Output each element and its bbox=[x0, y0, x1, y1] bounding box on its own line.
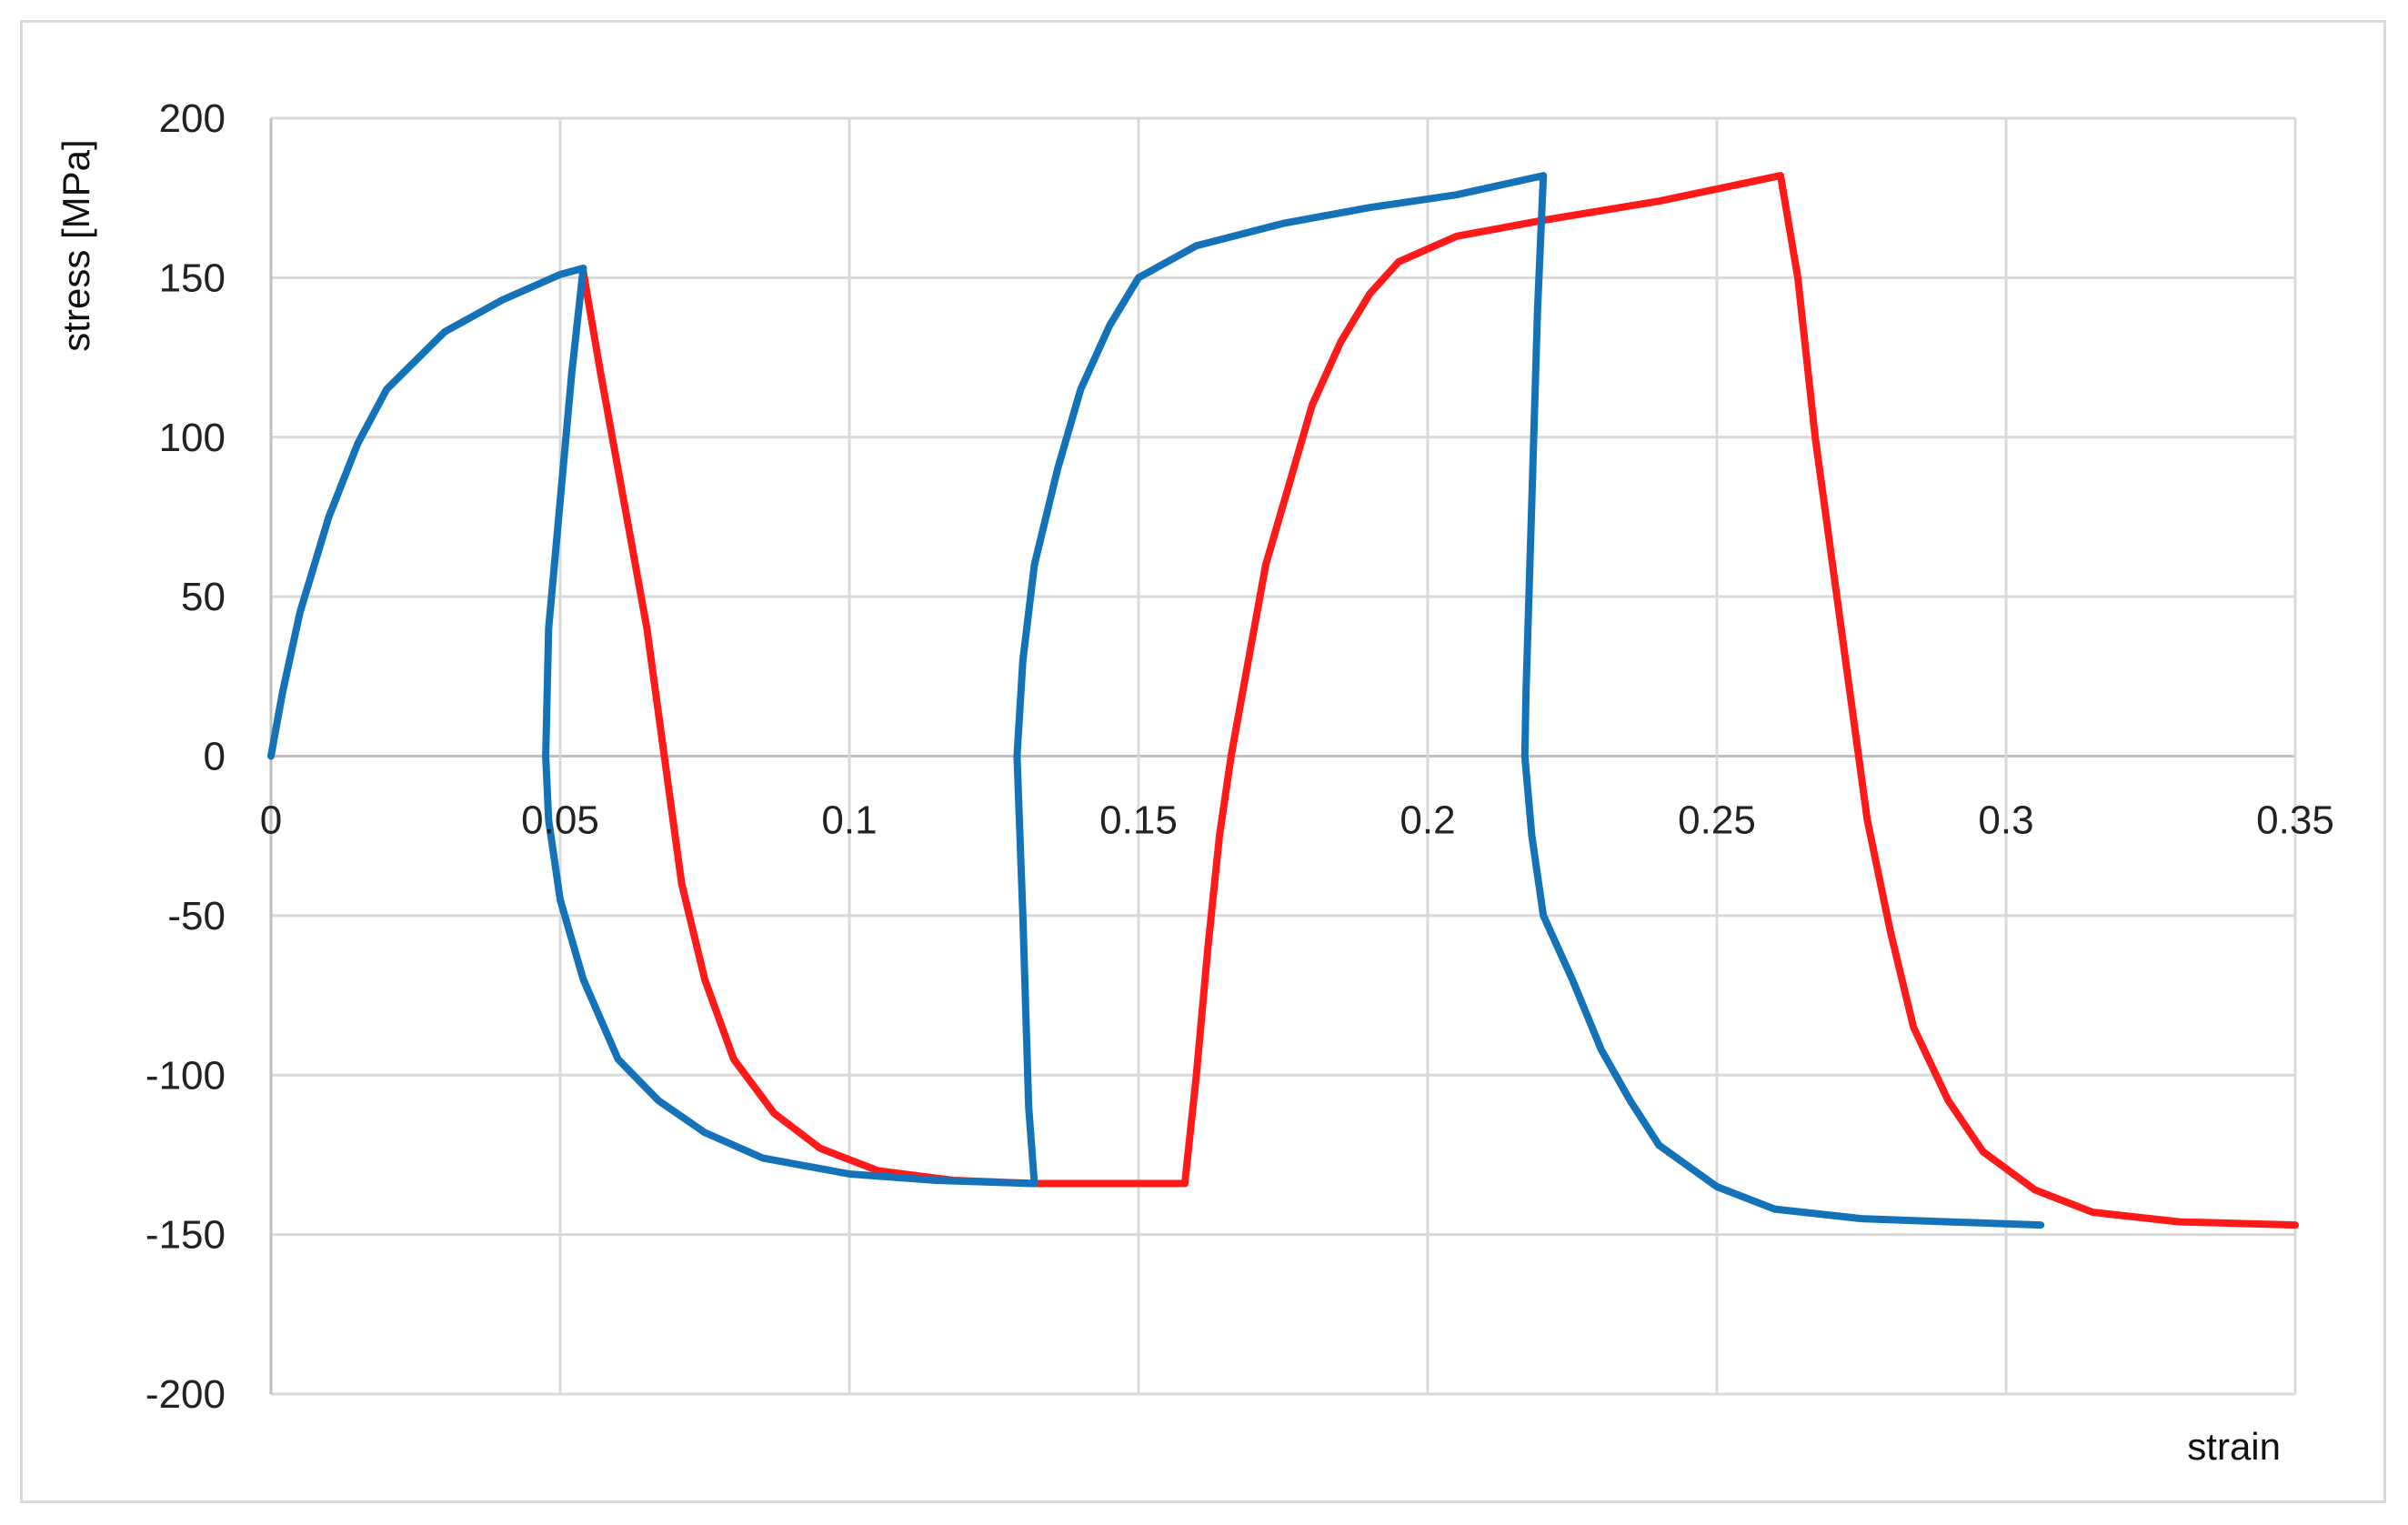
x-tick-label: 0.2 bbox=[1400, 798, 1455, 843]
y-tick-label: -50 bbox=[167, 894, 226, 938]
y-tick-label: 200 bbox=[159, 96, 226, 141]
y-tick-label: -100 bbox=[145, 1053, 226, 1098]
x-tick-label: 0 bbox=[260, 798, 282, 843]
y-tick-label: 0 bbox=[204, 735, 226, 779]
series-line-1 bbox=[579, 172, 2299, 1229]
x-tick-label: 0.35 bbox=[2256, 798, 2334, 843]
y-tick-label: -150 bbox=[145, 1213, 226, 1258]
y-axis-title: stress [MPa] bbox=[55, 139, 97, 351]
chart-frame bbox=[20, 20, 2386, 1503]
x-tick-label: 0.15 bbox=[1099, 798, 1178, 843]
data-series bbox=[267, 172, 2299, 1229]
y-tick-label: 150 bbox=[159, 256, 226, 300]
gridlines bbox=[269, 116, 2297, 1396]
y-tick-label: 100 bbox=[159, 416, 226, 460]
y-tick-labels: 200 150 100 50 0 -50 -100 -150 -200 bbox=[145, 96, 226, 1417]
x-tick-label: 0.05 bbox=[521, 798, 599, 843]
x-tick-labels: 0 0.05 0.1 0.15 0.2 0.25 0.3 0.35 bbox=[260, 798, 2334, 843]
series-line-2 bbox=[267, 172, 2045, 1229]
y-tick-label: -200 bbox=[145, 1372, 226, 1417]
x-tick-label: 0.25 bbox=[1678, 798, 1756, 843]
x-tick-label: 0.1 bbox=[821, 798, 877, 843]
y-tick-label: 50 bbox=[181, 575, 226, 619]
x-axis-title: strain bbox=[2187, 1425, 2281, 1468]
x-tick-label: 0.3 bbox=[1978, 798, 2033, 843]
